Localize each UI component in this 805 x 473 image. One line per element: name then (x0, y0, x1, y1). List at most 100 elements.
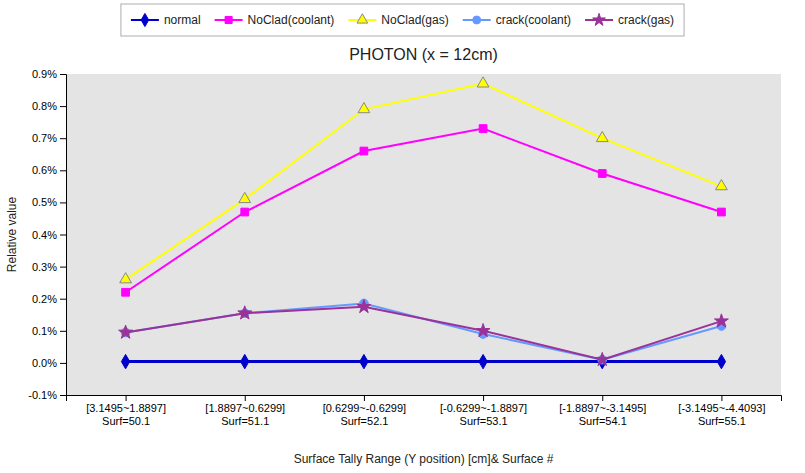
x-tick-mark (245, 395, 246, 401)
y-tick-mark (60, 202, 66, 203)
point (717, 354, 725, 368)
x-axis-line (67, 396, 782, 402)
point (477, 77, 489, 87)
legend-label: crack(coolant) (496, 13, 571, 27)
x-tick-mark (721, 395, 722, 401)
y-tick: 0.2% (32, 293, 66, 305)
point (360, 147, 368, 155)
y-tick: 0.6% (32, 164, 66, 176)
point (476, 323, 490, 336)
point (121, 354, 129, 368)
line (126, 129, 722, 293)
y-tick: 0.5% (32, 196, 66, 208)
line (126, 307, 722, 360)
legend-marker (141, 13, 149, 26)
x-tick-mark (364, 395, 365, 401)
y-tick-label: 0.5% (32, 196, 57, 208)
y-axis-title: Relative value (5, 196, 19, 272)
series (120, 77, 728, 283)
legend-label: normal (164, 13, 201, 27)
y-tick-mark (60, 138, 66, 139)
x-tick-label: [-1.8897~-3.1495]Surf=54.1 (559, 402, 646, 427)
legend-item: NoClad(gas) (348, 13, 448, 27)
legend-item: crack(gas) (585, 13, 674, 27)
plot: -0.1%0.0%0.1%0.2%0.3%0.4%0.5%0.6%0.7%0.8… (28, 68, 781, 427)
y-tick-mark (60, 235, 66, 236)
y-tick-mark (60, 170, 66, 171)
legend-label: crack(gas) (618, 13, 674, 27)
y-tick-mark (60, 106, 66, 107)
x-tick: [0.6299~-0.6299]Surf=52.1 (323, 395, 407, 427)
y-tick-mark (60, 395, 66, 396)
line (126, 84, 722, 280)
point (596, 131, 608, 141)
y-axis: -0.1%0.0%0.1%0.2%0.3%0.4%0.5%0.6%0.7%0.8… (28, 68, 66, 401)
marks (119, 77, 729, 369)
point (479, 354, 487, 368)
x-axis: [3.1495~1.8897]Surf=50.1 [1.8897~0.6299]S… (67, 395, 782, 427)
y-tick-label: -0.1% (28, 389, 57, 401)
y-tick-mark (60, 267, 66, 268)
x-axis-title: Surface Tally Range (Y position) [cm]& S… (294, 452, 554, 466)
point (239, 192, 251, 202)
y-tick: 0.7% (32, 132, 66, 144)
point (241, 208, 249, 216)
x-tick: [1.8897~0.6299]Surf=51.1 (205, 395, 285, 427)
point (120, 273, 132, 283)
series (121, 354, 725, 368)
point (479, 125, 487, 133)
y-tick-label: 0.7% (32, 132, 57, 144)
legend-label: NoClad(coolant) (248, 13, 335, 27)
point (595, 352, 609, 365)
y-tick-label: 0.0% (32, 357, 57, 369)
x-tick: [-0.6299~-1.8897]Surf=53.1 (440, 395, 527, 427)
x-tick-label: [-0.6299~-1.8897]Surf=53.1 (440, 402, 527, 427)
series (119, 299, 729, 365)
line (126, 304, 722, 360)
legend-item: NoClad(coolant) (215, 13, 335, 27)
point (714, 314, 728, 327)
chart: normal NoClad(coolant) NoClad(gas) crack(co… (0, 0, 805, 473)
legend-marker (357, 14, 368, 23)
y-tick: 0.9% (32, 68, 66, 80)
x-tick-mark (602, 395, 603, 401)
y-axis-line (60, 75, 67, 396)
point (358, 103, 370, 113)
y-tick-label: 0.8% (32, 100, 57, 112)
y-tick-label: 0.6% (32, 164, 57, 176)
point (238, 306, 252, 319)
y-tick-label: 0.4% (32, 229, 57, 241)
legend-item: normal (131, 13, 201, 27)
point (716, 180, 728, 190)
y-tick-mark (60, 299, 66, 300)
y-tick-label: 0.9% (32, 68, 57, 80)
legend-marker (225, 16, 232, 23)
point (357, 299, 371, 312)
x-tick: [-1.8897~-3.1495]Surf=54.1 (559, 395, 646, 427)
legend-label: NoClad(gas) (381, 13, 448, 27)
point (119, 325, 133, 338)
y-tick-label: 0.3% (32, 261, 57, 273)
y-tick: 0.3% (32, 261, 66, 273)
legend-marker (473, 16, 481, 24)
title: PHOTON (x = 12cm) (349, 46, 498, 63)
legend-box (121, 4, 684, 36)
point (360, 354, 368, 368)
y-tick: -0.1% (28, 389, 66, 401)
series (121, 299, 726, 364)
legend-item: crack(coolant) (463, 13, 571, 27)
y-tick-mark (60, 331, 66, 332)
line (126, 360, 722, 363)
x-tick: [3.1495~1.8897]Surf=50.1 (86, 395, 166, 427)
y-tick: 0.4% (32, 229, 66, 241)
y-tick-mark (60, 74, 66, 75)
legend-marker (593, 13, 606, 25)
x-tick-mark (126, 395, 127, 401)
y-tick-mark (60, 363, 66, 364)
x-tick-label: [3.1495~1.8897]Surf=50.1 (86, 402, 166, 427)
point (241, 354, 249, 368)
y-tick: 0.8% (32, 100, 66, 112)
y-tick-label: 0.2% (32, 293, 57, 305)
plot-background (66, 74, 781, 395)
x-tick: [-3.1495~-4.4093]Surf=55.1 (678, 395, 765, 427)
